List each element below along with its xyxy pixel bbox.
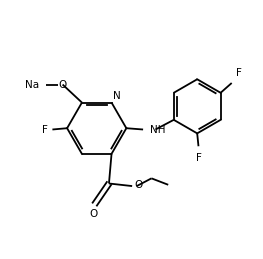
Text: N: N <box>113 91 120 101</box>
Text: O: O <box>89 209 98 219</box>
Text: O: O <box>135 180 143 190</box>
Text: F: F <box>42 125 48 134</box>
Text: Na: Na <box>24 80 39 90</box>
Text: O: O <box>58 80 67 90</box>
Text: F: F <box>196 153 201 163</box>
Text: NH: NH <box>150 125 165 134</box>
Text: F: F <box>236 68 242 78</box>
